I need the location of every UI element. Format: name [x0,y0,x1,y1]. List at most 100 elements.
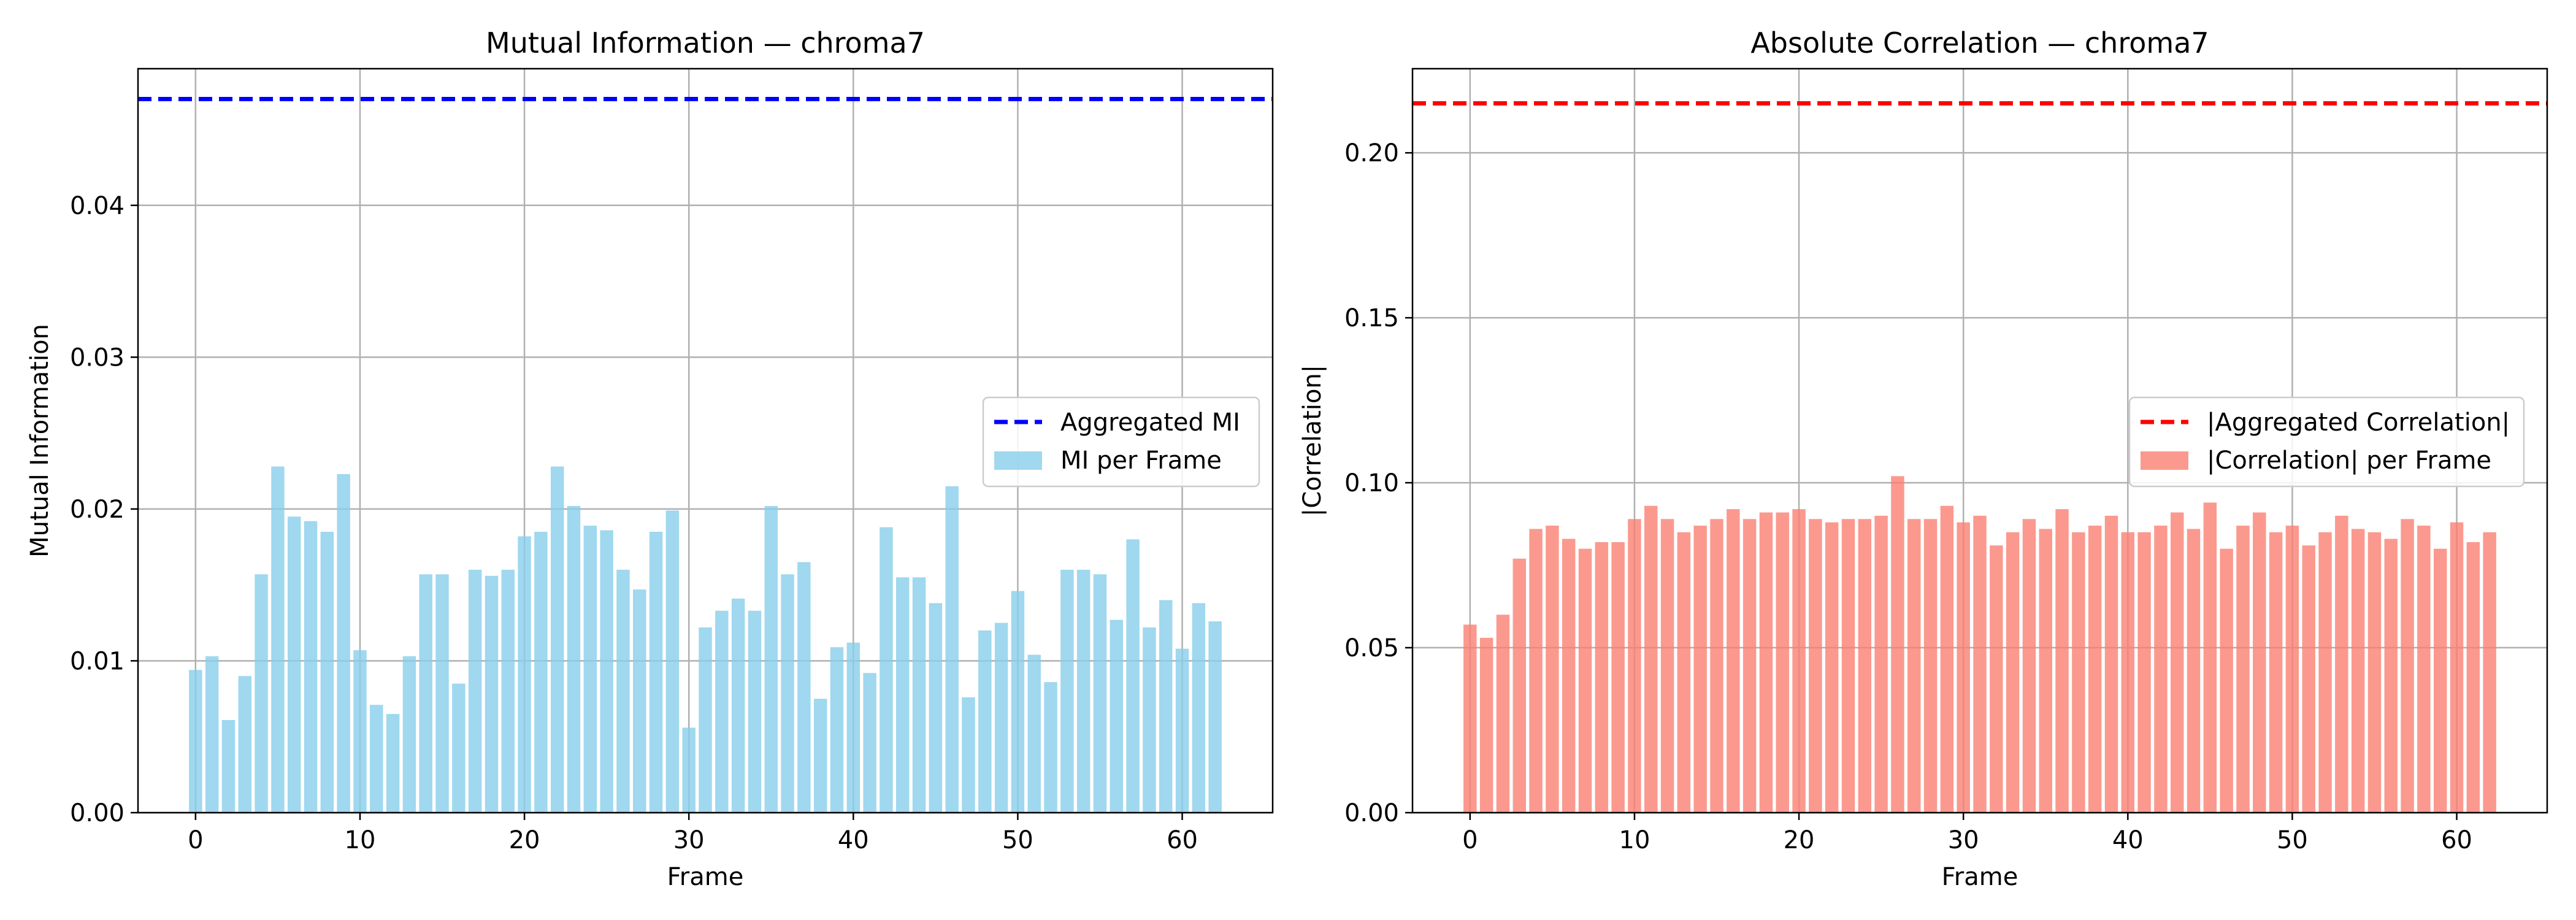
mi-bar [715,610,729,813]
mi-bar [353,650,367,813]
mi-bar [764,505,778,813]
corr-bar [2253,512,2266,813]
corr-x-tick-label: 30 [1948,826,1979,854]
corr-legend-line-label: |Aggregated Correlation| [2207,408,2510,437]
mi-bar [337,473,350,813]
corr-bar [2055,509,2069,813]
corr-bar [2450,522,2464,813]
mi-bar [205,656,219,813]
corr-bar [2367,532,2382,813]
corr-bar [2434,548,2447,813]
mi-bar [271,466,285,813]
corr-bar [1759,512,1773,813]
mi-bar [189,670,202,813]
mi-bar [1192,603,1206,813]
mi-y-axis-label: Mutual Information [26,324,54,558]
corr-bar [2137,532,2151,813]
corr-bar [2220,548,2233,813]
corr-legend: |Aggregated Correlation| |Correlation| p… [2128,396,2525,488]
mi-x-tick-label: 50 [1002,826,1033,854]
corr-bar [2318,532,2332,813]
mi-bar [665,510,680,813]
corr-bar [1710,519,1723,813]
corr-bar [2384,539,2398,813]
mi-bar [1093,574,1107,813]
corr-y-tick-label: 0.20 [1344,139,1399,167]
corr-bar [2072,532,2085,813]
mi-bar [978,630,992,813]
mi-y-tick-label: 0.01 [70,647,125,675]
corr-bar [1677,532,1691,813]
mi-bar [1060,569,1074,813]
corr-bar [2203,502,2217,813]
mi-legend-bar-swatch [994,451,1042,470]
mi-legend-box [982,396,1260,488]
mi-bar [485,575,499,813]
mi-bar [550,466,564,813]
corr-bar [2466,542,2480,813]
corr-bar [1693,526,1707,813]
mi-bar [1159,600,1173,813]
mi-bar [534,532,548,813]
corr-bar [1512,558,1526,813]
mi-bar [781,574,794,813]
corr-bar [2401,519,2414,813]
corr-bar [1727,509,1740,813]
mi-bar [1044,682,1057,813]
corr-bar [1841,519,1855,813]
mi-bar [518,536,531,813]
mi-legend-line-label: Aggregated MI [1060,408,1240,437]
mi-legend: Aggregated MI MI per Frame [982,396,1260,488]
corr-bar [1546,526,1559,813]
corr-bar [2302,545,2315,813]
mi-bar [1143,627,1156,813]
mi-bar [435,574,449,813]
mi-bar [731,598,745,813]
corr-bar [1628,519,1641,813]
corr-bar [1825,522,1839,813]
corr-x-tick-label: 50 [2277,826,2308,854]
mi-bar [287,516,301,813]
corr-bar [1742,519,1757,813]
corr-bar [1595,542,1609,813]
corr-bar [1611,542,1625,813]
mi-bar [962,697,975,813]
mi-bar [1110,619,1124,813]
corr-bar [2335,515,2348,813]
mi-bar [633,589,646,813]
mi-bar [386,714,400,813]
corr-chart-title: Absolute Correlation — chroma7 [1750,26,2209,59]
mi-bar [238,676,251,813]
corr-bar [1578,548,1592,813]
mi-x-tick-label: 10 [345,826,376,854]
mi-bar [402,656,416,813]
corr-bar [1874,515,1888,813]
mi-bar [567,505,581,813]
mi-chart-title: Mutual Information — chroma7 [486,26,925,59]
corr-bar [1973,515,1987,813]
mi-bar [797,562,811,813]
mi-x-tick-label: 60 [1167,826,1198,854]
corr-bar [1660,519,1674,813]
corr-bars [1463,476,2496,813]
corr-x-axis-label: Frame [1942,863,2018,891]
mi-bar [600,530,613,813]
corr-legend-bar-swatch [2141,451,2188,470]
mi-bar [419,574,432,813]
corr-legend-bar-label: |Correlation| per Frame [2207,447,2491,475]
corr-bar [1907,519,1921,813]
mi-y-tick-label: 0.03 [70,343,125,372]
corr-x-tick-label: 20 [1784,826,1815,854]
corr-bar [2351,529,2365,813]
corr-bar [1858,519,1872,813]
mi-chart: 0 10 20 30 40 50 60 0.00 0.01 0.02 0.03 0.04 Mutua… [26,26,1274,891]
mi-bar [830,647,844,813]
mi-bar [929,603,943,813]
corr-y-ticks: 0.00 0.05 0.10 0.15 0.20 [1344,139,1413,827]
mi-bar [912,577,926,813]
corr-x-tick-label: 40 [2112,826,2144,854]
corr-bar [1496,615,1510,813]
mi-y-tick-label: 0.00 [70,799,125,827]
mi-bar [452,683,466,813]
mi-bar [255,574,268,813]
